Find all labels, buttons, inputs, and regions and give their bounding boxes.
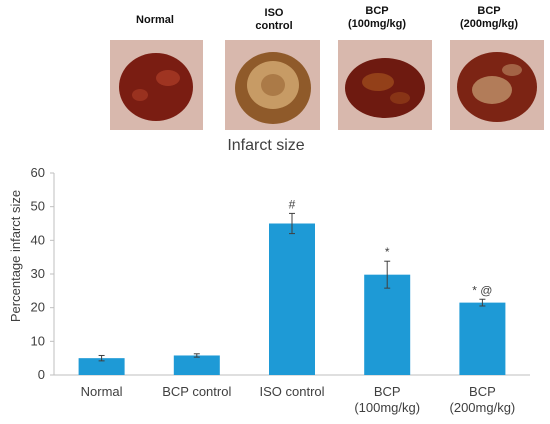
y-axis-label: Percentage infarct size	[8, 190, 23, 322]
x-tick-label: BCP (100mg/kg)	[354, 384, 420, 415]
chart-title: Infarct size	[227, 137, 304, 154]
photo-label-bcp-100: BCP (100mg/kg)	[347, 5, 407, 30]
infarct-size-chart: Infarct size Percentage infarct size 0 10…	[8, 137, 530, 415]
bar	[459, 302, 506, 375]
photo-label-bcp-200: BCP (200mg/kg)	[459, 5, 519, 30]
photo-label-normal: Normal	[136, 14, 174, 26]
heart-slice-photo-iso-control	[225, 40, 320, 130]
y-tick-label: 0	[38, 367, 45, 382]
significance-annotation: *	[385, 245, 390, 259]
x-tick-label: ISO control	[259, 384, 324, 399]
significance-annotation: #	[289, 197, 296, 211]
y-tick-label: 30	[31, 266, 45, 281]
x-tick-label: BCP control	[162, 384, 231, 399]
significance-annotation: * @	[472, 283, 492, 297]
heart-slice-bcp200-image	[457, 52, 537, 122]
y-tick-label: 40	[31, 232, 45, 247]
y-tick-label: 20	[31, 300, 45, 315]
x-tick-label: Normal	[81, 384, 123, 399]
heart-slice-photo-bcp-100	[338, 40, 432, 130]
heart-slice-bcp100-image	[345, 58, 425, 118]
x-tick-label: BCP (200mg/kg)	[450, 384, 516, 415]
bar	[269, 223, 315, 375]
y-tick-label: 50	[31, 199, 45, 214]
heart-slice-iso-image	[235, 52, 311, 124]
photo-label-iso-control: ISO control	[255, 7, 293, 32]
bar	[173, 355, 220, 375]
y-tick-label: 60	[31, 165, 45, 180]
heart-slice-normal-image	[119, 53, 193, 121]
heart-slice-photo-bcp-200	[450, 40, 544, 130]
y-axis-ticks: 0 10 20 30 40 50 60	[31, 165, 54, 382]
bars: # * * @	[78, 197, 506, 375]
bar	[78, 358, 125, 375]
x-axis-labels: Normal BCP control ISO control BCP (100mg/kg…	[81, 384, 516, 415]
y-tick-label: 10	[31, 333, 45, 348]
heart-slice-photo-normal	[110, 40, 203, 130]
bar	[364, 274, 411, 375]
